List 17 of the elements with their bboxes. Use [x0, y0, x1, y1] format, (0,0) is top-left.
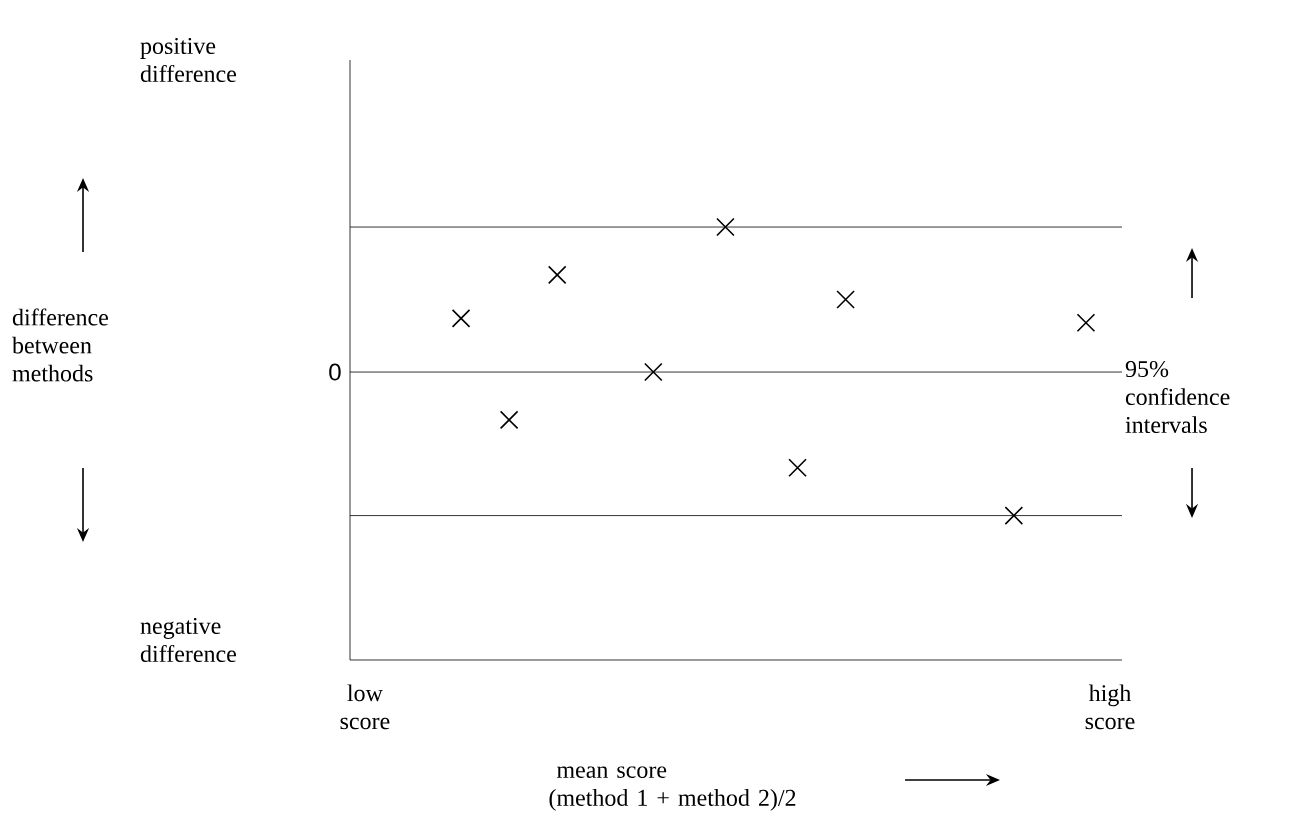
point: [499, 410, 519, 430]
text: negative difference: [140, 617, 237, 663]
text: 95% confidence intervals: [1125, 360, 1230, 434]
point: [716, 217, 735, 237]
x-axis-title: mean score (method 1 + method 2)/2: [549, 766, 796, 811]
point: [1004, 506, 1024, 525]
x-tick-label: high score: [1085, 684, 1135, 730]
text: difference between methods: [12, 308, 109, 382]
text: positive difference: [140, 37, 237, 83]
point: [1076, 313, 1096, 333]
point: [644, 362, 663, 382]
point: [547, 265, 567, 285]
point: [451, 309, 471, 328]
x-tick-label: low score: [340, 684, 390, 730]
point: [788, 458, 807, 478]
ref-line-label: 0: [329, 363, 341, 381]
point: [836, 290, 855, 309]
